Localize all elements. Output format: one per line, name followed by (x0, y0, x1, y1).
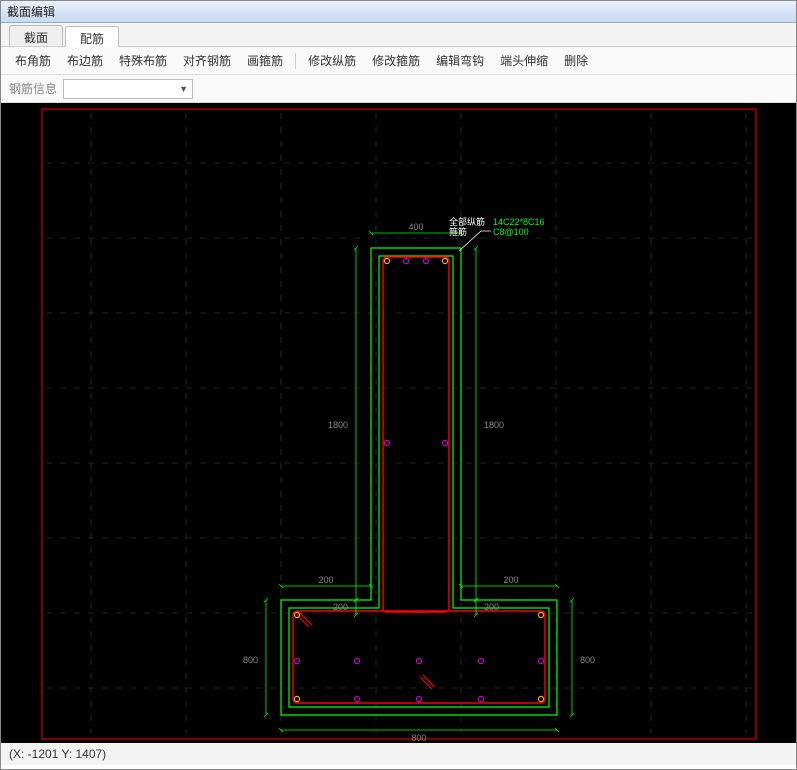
toolbar-button[interactable]: 布边筋 (61, 49, 109, 72)
title-bar: 截面编辑 (1, 1, 796, 23)
svg-text:400: 400 (408, 222, 423, 232)
svg-text:200: 200 (503, 575, 518, 585)
toolbar-button[interactable]: 画箍筋 (241, 49, 289, 72)
section-drawing: 400 1800 1800 200 200 200 200 800 800 800 全部纵筋箍筋 14… (1, 103, 796, 743)
tab-rebar[interactable]: 配筋 (65, 26, 119, 47)
svg-text:1800: 1800 (484, 420, 504, 430)
info-bar: 钢筋信息 ▼ (1, 75, 796, 103)
svg-text:800: 800 (243, 655, 258, 665)
svg-text:200: 200 (333, 602, 348, 612)
rebar-info-select[interactable]: ▼ (63, 79, 193, 99)
toolbar-separator (295, 53, 296, 69)
tab-strip: 截面 配筋 (1, 23, 796, 47)
toolbar-button[interactable]: 端头伸缩 (494, 49, 554, 72)
status-bar: (X: -1201 Y: 1407) (1, 743, 796, 765)
svg-text:800: 800 (580, 655, 595, 665)
toolbar: 布角筋布边筋特殊布筋对齐钢筋画箍筋修改纵筋修改箍筋编辑弯钩端头伸缩删除 (1, 47, 796, 75)
svg-text:800: 800 (411, 733, 426, 743)
svg-text:200: 200 (318, 575, 333, 585)
svg-text:C8@100: C8@100 (493, 227, 529, 237)
svg-text:200: 200 (484, 602, 499, 612)
toolbar-button[interactable]: 修改箍筋 (366, 49, 426, 72)
toolbar-button[interactable]: 布角筋 (9, 49, 57, 72)
svg-text:全部纵筋: 全部纵筋 (449, 216, 485, 227)
rebar-info-label: 钢筋信息 (9, 80, 57, 97)
drawing-canvas[interactable]: 400 1800 1800 200 200 200 200 800 800 800 全部纵筋箍筋 14… (1, 103, 796, 743)
svg-text:箍筋: 箍筋 (449, 226, 467, 237)
chevron-down-icon: ▼ (179, 84, 188, 94)
svg-text:1800: 1800 (328, 420, 348, 430)
window-title: 截面编辑 (7, 5, 55, 19)
cursor-coordinates: (X: -1201 Y: 1407) (9, 747, 106, 761)
toolbar-button[interactable]: 特殊布筋 (113, 49, 173, 72)
svg-text:14C22*8C16: 14C22*8C16 (493, 217, 545, 227)
toolbar-button[interactable]: 删除 (558, 49, 594, 72)
toolbar-button[interactable]: 对齐钢筋 (177, 49, 237, 72)
toolbar-button[interactable]: 编辑弯钩 (430, 49, 490, 72)
tab-section[interactable]: 截面 (9, 25, 63, 46)
toolbar-button[interactable]: 修改纵筋 (302, 49, 362, 72)
